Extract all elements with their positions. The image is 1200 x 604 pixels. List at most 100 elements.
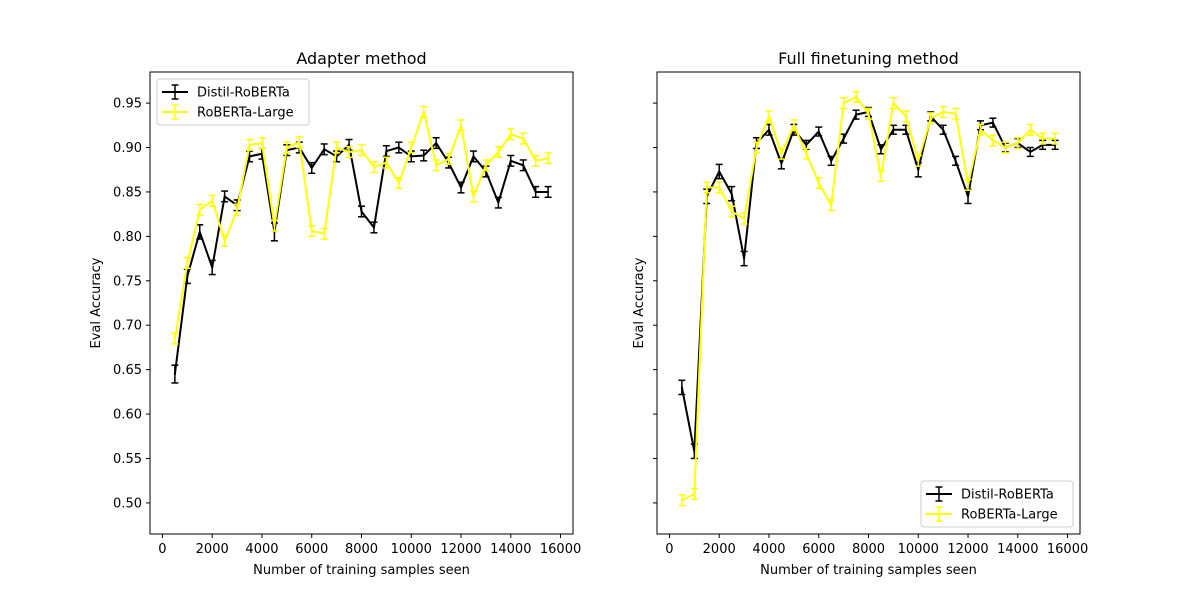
data-point (422, 154, 425, 157)
data-point (385, 161, 388, 164)
data-point (892, 102, 895, 105)
data-point (547, 157, 550, 160)
data-point (942, 110, 945, 113)
y-tick-label: 0.55 (113, 452, 142, 467)
y-tick-label: 0.75 (113, 274, 142, 289)
data-point (879, 148, 882, 151)
data-point (497, 150, 500, 153)
data-point (942, 128, 945, 131)
y-tick-label: 0.85 (113, 185, 142, 200)
data-point (186, 275, 189, 278)
chart-panel-1: 0 2000 4000 6000 8000 10000 12000 14000 16000 0.5… (89, 49, 581, 578)
data-point (335, 146, 338, 149)
data-point (805, 152, 808, 155)
data-point (435, 142, 438, 145)
data-point (767, 115, 770, 118)
data-point (817, 130, 820, 133)
data-point (867, 112, 870, 115)
data-point (904, 115, 907, 118)
data-point (780, 152, 783, 155)
data-point (680, 386, 683, 389)
plot-area (150, 72, 573, 534)
data-point (385, 150, 388, 153)
data-point (260, 152, 263, 155)
x-tick-label: 10000 (898, 542, 939, 557)
data-point (348, 150, 351, 153)
data-point (223, 239, 226, 242)
y-tick-label: 0.50 (113, 496, 142, 511)
data-point (460, 124, 463, 127)
data-point (954, 112, 957, 115)
data-point (979, 128, 982, 131)
x-tick-label: 6000 (802, 542, 835, 557)
data-point (780, 162, 783, 165)
legend: Distil-RoBERTa RoBERTa-Large (156, 78, 310, 126)
data-point (792, 124, 795, 127)
data-point (954, 159, 957, 162)
data-point (892, 128, 895, 131)
data-point (817, 182, 820, 185)
data-point (360, 210, 363, 213)
legend-box (920, 480, 1074, 528)
data-point (522, 164, 525, 167)
x-tick-label: 8000 (345, 542, 378, 557)
y-tick-label: 0.90 (113, 141, 142, 156)
legend-label: Distil-RoBERTa (197, 86, 290, 101)
data-point (991, 121, 994, 124)
data-point (967, 195, 970, 198)
data-point (767, 128, 770, 131)
data-point (991, 139, 994, 142)
series-roberta-large (171, 105, 552, 345)
data-point (397, 182, 400, 185)
data-point (743, 217, 746, 220)
data-point (1054, 137, 1057, 140)
data-point (718, 170, 721, 173)
y-tick-label: 0.95 (113, 97, 142, 112)
legend-label: RoBERTa-Large (961, 508, 1058, 523)
data-point (310, 230, 313, 233)
legend: Distil-RoBERTa RoBERTa-Large (920, 480, 1074, 528)
data-point (285, 146, 288, 149)
legend-label: RoBERTa-Large (197, 106, 294, 121)
data-point (323, 148, 326, 151)
x-tick-label: 0 (158, 542, 166, 557)
data-point (522, 137, 525, 140)
x-axis-label: Number of training samples seen (760, 563, 977, 578)
data-point (472, 155, 475, 158)
x-tick-label: 14000 (490, 542, 531, 557)
y-tick-label: 0.65 (113, 363, 142, 378)
data-point (298, 141, 301, 144)
x-tick-label: 8000 (852, 542, 885, 557)
x-tick-label: 2000 (196, 542, 229, 557)
data-point (1004, 146, 1007, 149)
data-point (484, 164, 487, 167)
data-point (360, 149, 363, 152)
x-tick-label: 2000 (703, 542, 736, 557)
data-point (173, 373, 176, 376)
data-point (372, 226, 375, 229)
x-axis-label: Number of training samples seen (253, 563, 470, 578)
data-point (1029, 128, 1032, 131)
legend-label: Distil-RoBERTa (961, 488, 1054, 503)
data-point (830, 159, 833, 162)
data-point (855, 113, 858, 116)
chart-title: Full finetuning method (778, 49, 959, 68)
data-point (534, 159, 537, 162)
data-point (904, 128, 907, 131)
chart-title: Adapter method (296, 49, 426, 68)
data-point (348, 143, 351, 146)
legend-box (156, 78, 310, 126)
y-tick-label: 0.70 (113, 319, 142, 334)
data-point (260, 142, 263, 145)
data-point (1041, 137, 1044, 140)
data-point (223, 195, 226, 198)
x-tick-label: 12000 (947, 542, 988, 557)
data-point (917, 168, 920, 171)
y-tick-label: 0.80 (113, 230, 142, 245)
data-point (842, 102, 845, 105)
data-point (410, 146, 413, 149)
x-tick-label: 16000 (1047, 542, 1088, 557)
data-point (422, 110, 425, 113)
data-point (693, 493, 696, 496)
